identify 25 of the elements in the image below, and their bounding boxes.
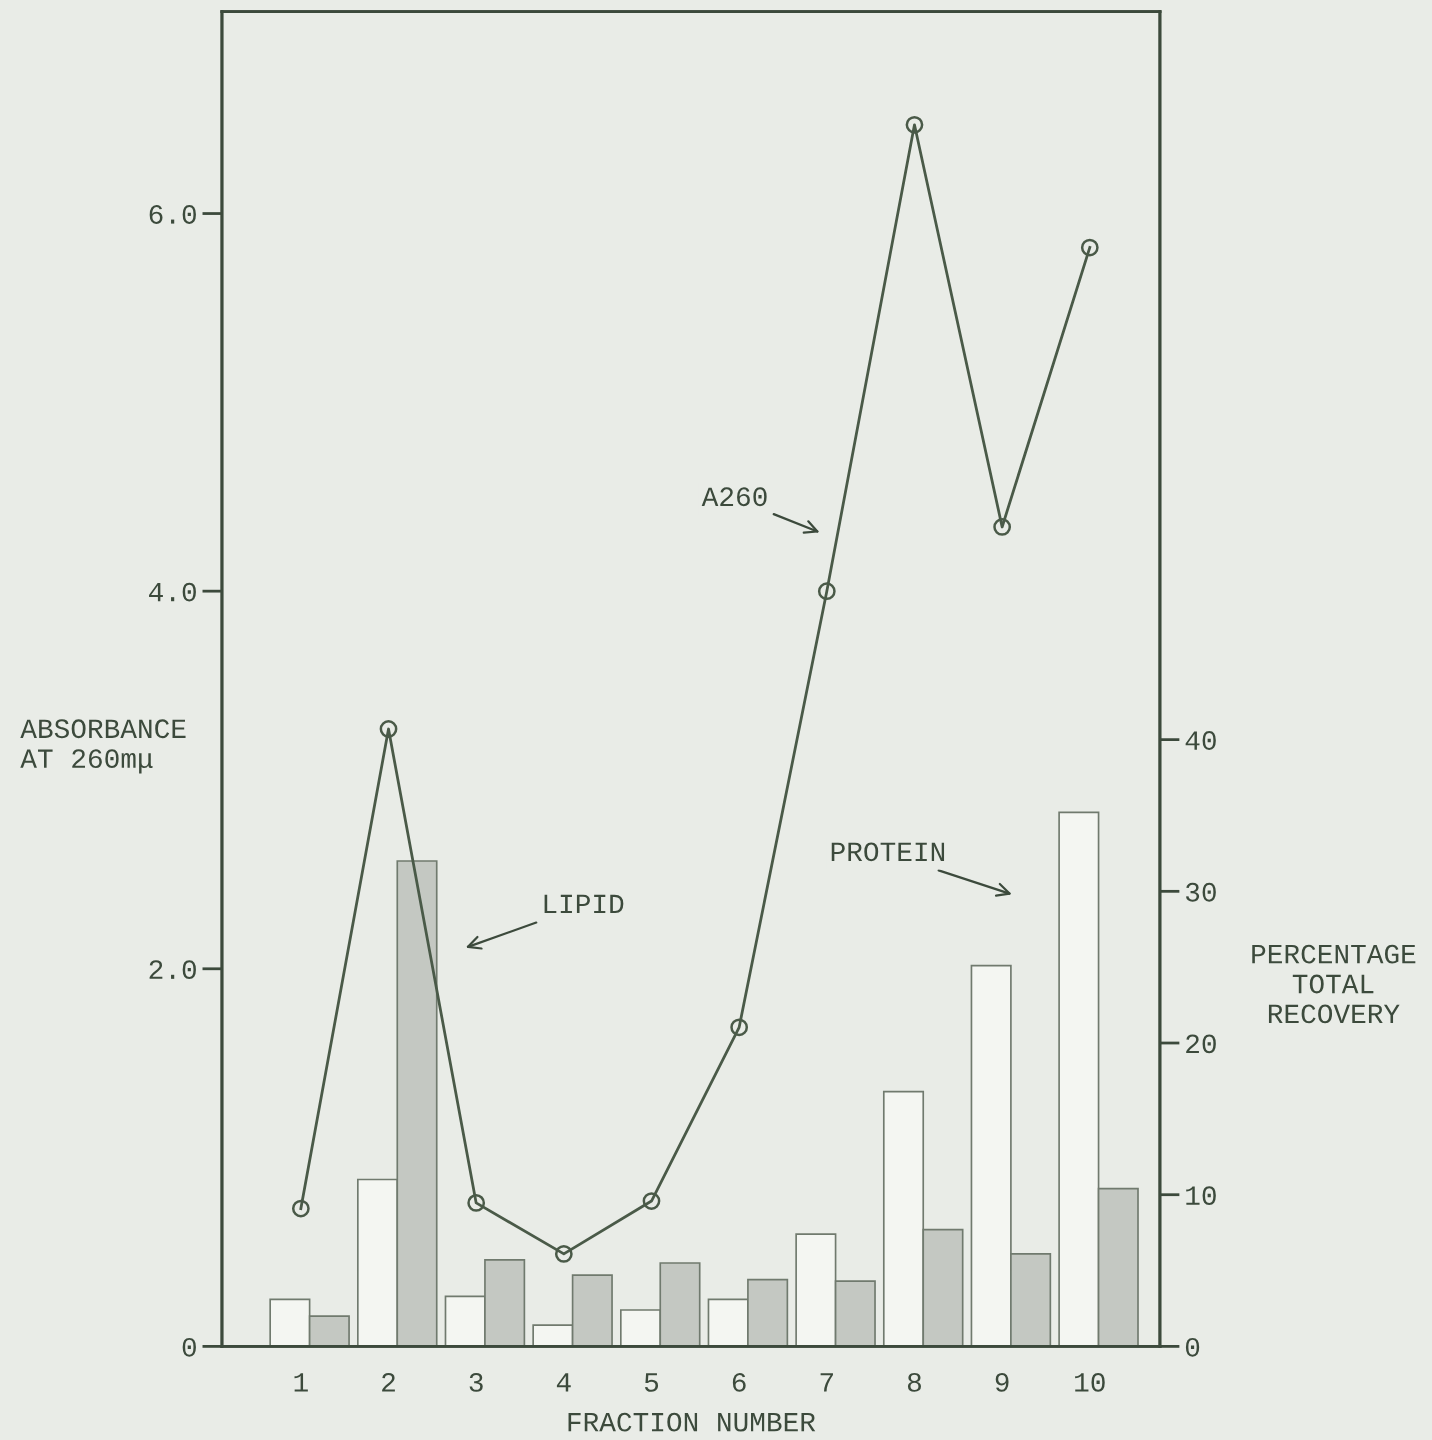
x-tick-label: 8	[907, 1372, 921, 1392]
y2-tick-label: 30	[1185, 882, 1216, 902]
x-tick-label: 3	[469, 1372, 483, 1392]
annotation: PROTEIN	[831, 842, 945, 862]
y-tick-label: 0	[182, 1337, 196, 1357]
x-tick-label: 9	[995, 1372, 1009, 1392]
x-tick-label: 1	[294, 1373, 308, 1392]
x-tick-label: 6	[732, 1372, 746, 1392]
annotation: A260	[701, 487, 767, 507]
x-tick-label: 5	[644, 1373, 659, 1392]
y2-tick-label: 20	[1186, 1034, 1216, 1054]
y-tick-label: 4.0	[149, 582, 196, 602]
y2-tick-label: 10	[1186, 1186, 1216, 1206]
annotation: LIPID	[544, 894, 624, 914]
y2-tick-label: 0	[1185, 1337, 1200, 1357]
x-tick-label: 10	[1075, 1372, 1105, 1392]
y2-axis-title: PERCENTAGE TOTAL RECOVERY	[1252, 944, 1416, 1024]
x-tick-label: 7	[820, 1373, 833, 1392]
y-tick-label: 6.0	[149, 205, 196, 224]
y2-tick-label: 40	[1185, 731, 1216, 750]
y-tick-label: 2.0	[149, 960, 196, 980]
x-axis-title: FRACTION NUMBER	[568, 1412, 816, 1432]
x-tick-label: 2	[382, 1372, 395, 1392]
y-axis-title: ABSORBANCE AT 260mμ	[20, 719, 186, 774]
x-tick-label: 4	[556, 1373, 571, 1392]
